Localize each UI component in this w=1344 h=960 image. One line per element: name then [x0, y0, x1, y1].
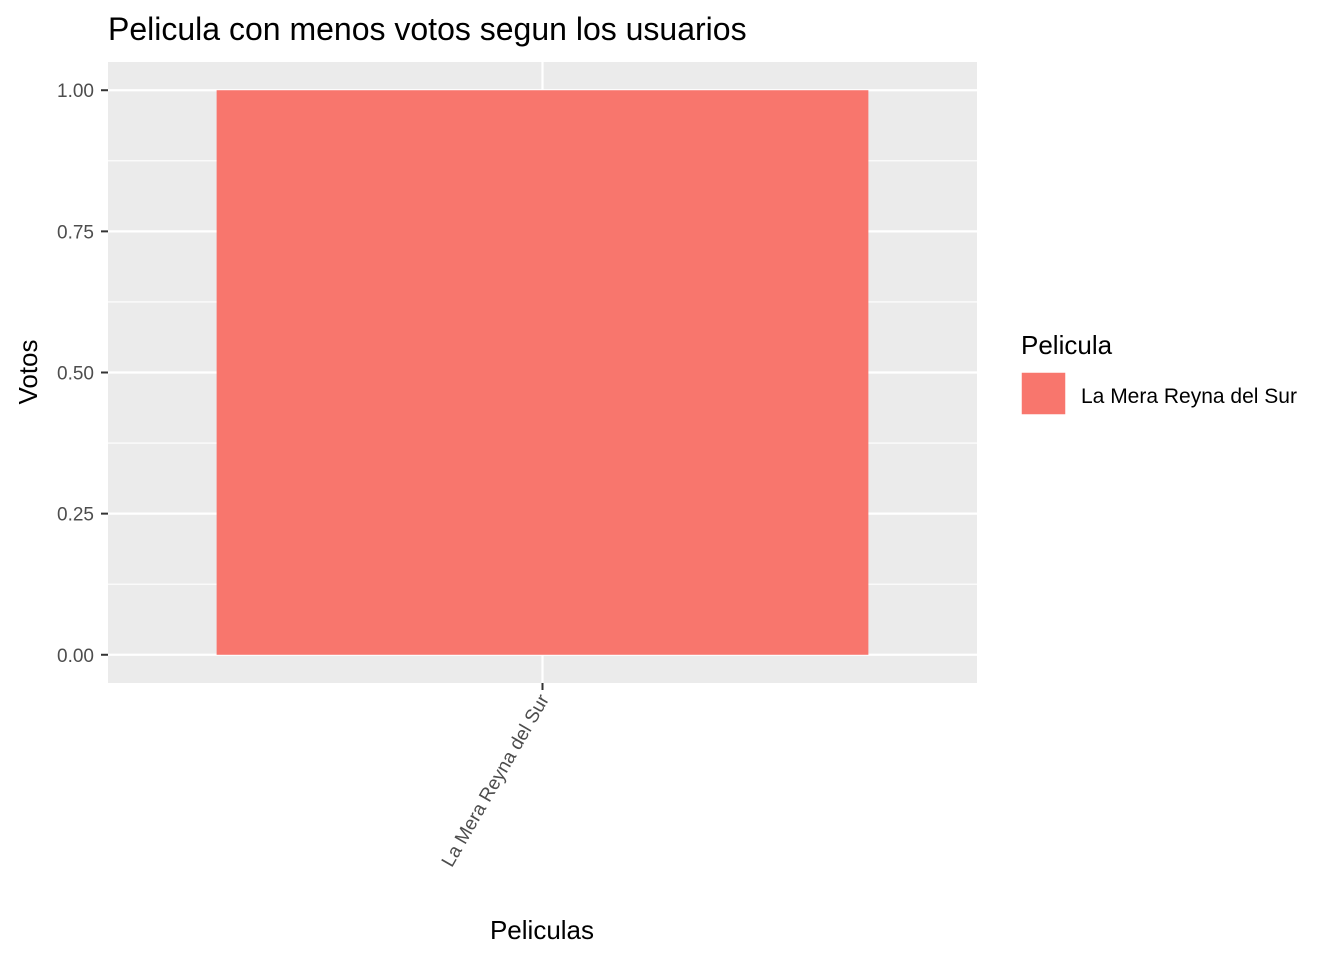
y-tick-label: 0.00 [57, 646, 94, 667]
y-axis: 0.00 0.25 0.50 0.75 1.00 [57, 81, 108, 667]
x-tick-label: La Mera Reyna del Sur [438, 690, 554, 870]
chart-title: Pelicula con menos votos segun los usuar… [108, 11, 747, 47]
y-tick-label: 0.25 [57, 505, 94, 526]
x-axis-title: Peliculas [490, 915, 594, 945]
legend-swatch [1020, 371, 1067, 416]
legend: Pelicula La Mera Reyna del Sur [1020, 330, 1297, 416]
legend-title: Pelicula [1021, 330, 1113, 360]
y-axis-title: Votos [13, 339, 43, 404]
x-axis: La Mera Reyna del Sur [438, 683, 554, 871]
legend-label: La Mera Reyna del Sur [1081, 385, 1297, 408]
y-tick-label: 0.50 [57, 364, 94, 385]
legend-entries: La Mera Reyna del Sur [1020, 371, 1297, 416]
bars [216, 90, 869, 655]
bar [216, 90, 869, 655]
y-tick-label: 1.00 [57, 81, 94, 102]
y-tick-label: 0.75 [57, 222, 94, 243]
